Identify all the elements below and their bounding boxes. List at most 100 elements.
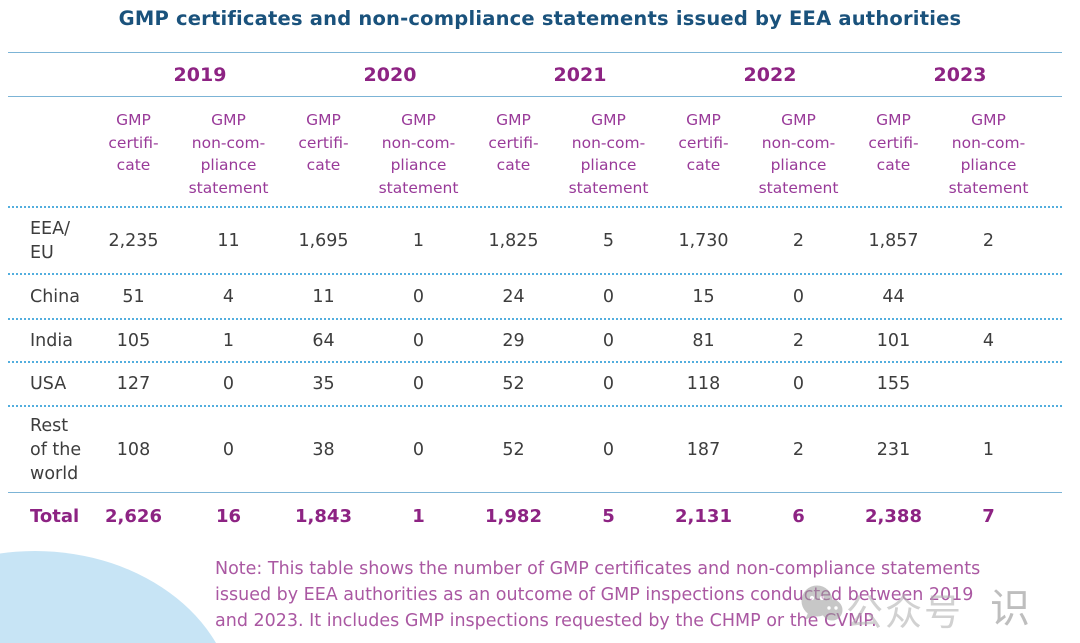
total-label: Total [30, 505, 80, 527]
value-china-6: 15 [692, 286, 715, 307]
value-india-5: 0 [602, 330, 615, 351]
total-value-2: 1,843 [295, 506, 352, 527]
value-india-6: 81 [692, 330, 715, 351]
row-label-usa: USA [30, 374, 67, 394]
table-row-eea-eu: EEA/ EU 2,235 11 1,695 1 1,825 5 1,730 2 1,857 2 [8, 208, 1062, 275]
row-label-eea-eu: EEA/ EU [30, 218, 70, 263]
table-row-usa: USA 127 0 35 0 52 0 118 0 155 [8, 363, 1062, 407]
value-india-2: 64 [312, 330, 335, 351]
value-rest-of-the-world-8: 231 [876, 439, 911, 460]
year-header-row: 2019 2020 2021 2022 2023 [8, 52, 1062, 97]
certificate-header-2020: GMP certifi- cate [298, 111, 349, 174]
value-eea-eu-1: 11 [217, 230, 240, 251]
value-usa-6: 118 [686, 374, 721, 394]
table-row-rest-of-the-world: Rest of the world 108 0 38 0 52 0 187 2 231 1 [8, 407, 1062, 493]
value-eea-eu-3: 1 [412, 230, 425, 251]
year-header-2021: 2021 [553, 63, 607, 86]
value-rest-of-the-world-3: 0 [412, 439, 425, 460]
value-india-1: 1 [222, 330, 235, 351]
noncompliance-header-2021: GMP non-com- pliance statement [568, 111, 649, 197]
value-rest-of-the-world-1: 0 [222, 439, 235, 460]
value-usa-8: 155 [876, 374, 911, 394]
value-usa-5: 0 [602, 374, 615, 394]
value-usa-7: 0 [792, 374, 805, 394]
value-rest-of-the-world-5: 0 [602, 439, 615, 460]
value-usa-3: 0 [412, 374, 425, 394]
total-value-7: 6 [792, 506, 805, 527]
value-india-3: 0 [412, 330, 425, 351]
measure-header-row: GMP certifi- cate GMP non-com- pliance st… [8, 97, 1062, 208]
gmp-table: 2019 2020 2021 2022 2023 GMP certifi- cate GMP… [8, 52, 1062, 540]
value-china-0: 51 [122, 286, 145, 307]
certificate-header-2019: GMP certifi- cate [108, 111, 159, 174]
value-rest-of-the-world-9: 1 [982, 439, 995, 460]
decorative-circle [0, 551, 235, 643]
row-label-rest-of-the-world: Rest of the world [30, 415, 82, 484]
value-eea-eu-7: 2 [792, 230, 805, 251]
value-china-9 [941, 275, 1036, 318]
noncompliance-header-2023: GMP non-com- pliance statement [948, 111, 1029, 197]
figure-title: GMP certificates and non-compliance stat… [118, 7, 962, 30]
total-value-8: 2,388 [865, 506, 922, 527]
value-eea-eu-8: 1,857 [868, 230, 919, 251]
total-value-6: 2,131 [675, 506, 732, 527]
total-value-5: 5 [602, 506, 615, 527]
value-rest-of-the-world-2: 38 [312, 439, 335, 460]
value-usa-4: 52 [502, 374, 525, 394]
value-eea-eu-9: 2 [982, 230, 995, 251]
wechat-icon [801, 585, 843, 621]
value-china-5: 0 [602, 286, 615, 307]
certificate-header-2022: GMP certifi- cate [678, 111, 729, 174]
value-china-1: 4 [222, 286, 235, 307]
corner-cell [8, 53, 86, 96]
total-value-0: 2,626 [105, 506, 162, 527]
watermark-account-label: 公众号 [846, 591, 963, 634]
total-value-9: 7 [982, 506, 995, 527]
table-row-china: China 51 4 11 0 24 0 15 0 44 [8, 275, 1062, 320]
value-usa-2: 35 [312, 374, 335, 394]
value-china-3: 0 [412, 286, 425, 307]
value-usa-0: 127 [116, 374, 151, 394]
value-eea-eu-5: 5 [602, 230, 615, 251]
value-rest-of-the-world-0: 108 [116, 439, 151, 460]
row-label-india: India [30, 330, 73, 351]
value-china-7: 0 [792, 286, 805, 307]
year-header-2019: 2019 [173, 63, 227, 86]
value-india-8: 101 [876, 330, 911, 351]
value-rest-of-the-world-4: 52 [502, 439, 525, 460]
value-eea-eu-0: 2,235 [108, 230, 159, 251]
value-eea-eu-2: 1,695 [298, 230, 349, 251]
value-china-8: 44 [882, 286, 905, 307]
year-header-2022: 2022 [743, 63, 797, 86]
total-value-4: 1,982 [485, 506, 542, 527]
value-eea-eu-6: 1,730 [678, 230, 729, 251]
value-india-9: 4 [982, 330, 995, 351]
value-china-4: 24 [502, 286, 525, 307]
value-india-0: 105 [116, 330, 151, 351]
table-row-india: India 105 1 64 0 29 0 81 2 101 4 [8, 320, 1062, 363]
noncompliance-header-2020: GMP non-com- pliance statement [378, 111, 459, 197]
value-china-2: 11 [312, 286, 335, 307]
year-header-2023: 2023 [933, 63, 987, 86]
certificate-header-2021: GMP certifi- cate [488, 111, 539, 174]
corner-cell [8, 97, 86, 206]
year-header-2020: 2020 [363, 63, 417, 86]
value-rest-of-the-world-6: 187 [686, 439, 721, 460]
total-value-1: 16 [215, 506, 242, 527]
value-india-4: 29 [502, 330, 525, 351]
watermark-brand-label: 识林 [990, 586, 1035, 632]
value-india-7: 2 [792, 330, 805, 351]
value-usa-9 [941, 363, 1036, 405]
noncompliance-header-2022: GMP non-com- pliance statement [758, 111, 839, 197]
value-usa-1: 0 [222, 374, 235, 394]
total-row: Total 2,626 16 1,843 1 1,982 5 2,131 6 2,388 7 [8, 493, 1062, 540]
watermark: 公众号 识林 [796, 572, 1076, 634]
noncompliance-header-2019: GMP non-com- pliance statement [188, 111, 269, 197]
value-rest-of-the-world-7: 2 [792, 439, 805, 460]
value-eea-eu-4: 1,825 [488, 230, 539, 251]
footnote: Note: This table shows the number of GMP… [215, 559, 981, 631]
row-label-china: China [30, 286, 80, 307]
total-value-3: 1 [412, 506, 425, 527]
certificate-header-2023: GMP certifi- cate [868, 111, 919, 174]
